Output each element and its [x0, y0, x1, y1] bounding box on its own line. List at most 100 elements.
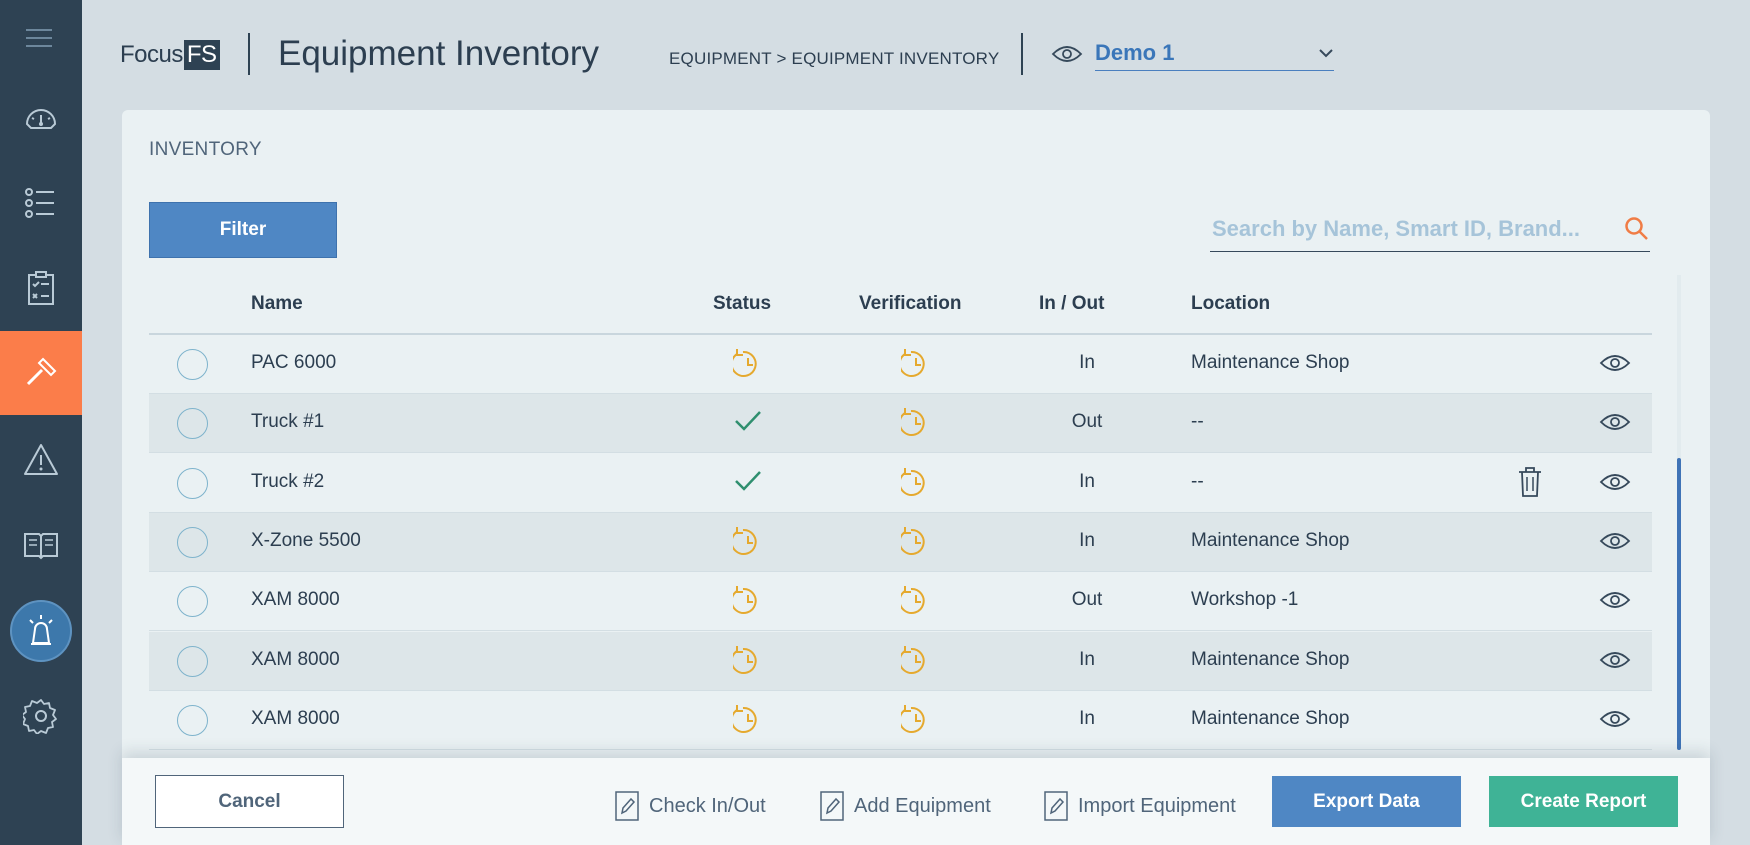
location-value: Maintenance Shop [1191, 352, 1350, 373]
import-equipment-label: Import Equipment [1078, 794, 1236, 817]
filter-button[interactable]: Filter [149, 202, 337, 258]
sidebar-item-settings[interactable] [0, 674, 82, 758]
search-input[interactable]: Search by Name, Smart ID, Brand... [1212, 215, 1581, 241]
inout-value: Out [1071, 589, 1103, 611]
table-row[interactable]: XAM 8000 In Maintenance Shop [149, 690, 1652, 750]
checklist-icon [28, 271, 54, 305]
header-divider [248, 33, 250, 75]
table-row[interactable]: X-Zone 5500 In Maintenance Shop [149, 512, 1652, 572]
sidebar-item-checklist[interactable] [0, 246, 82, 330]
equipment-name[interactable]: Truck #2 [251, 470, 325, 492]
chevron-down-icon [1319, 49, 1333, 58]
add-equipment-label: Add Equipment [854, 794, 991, 817]
table-row[interactable]: Truck #1 Out -- [149, 394, 1652, 454]
equipment-name[interactable]: XAM 8000 [251, 589, 340, 611]
table-row[interactable]: PAC 6000 In Maintenance Shop [149, 335, 1652, 394]
location-value: -- [1191, 411, 1204, 433]
edit-icon [615, 791, 639, 821]
scrollbar-thumb[interactable] [1677, 458, 1681, 750]
equipment-name[interactable]: X-Zone 5500 [251, 529, 361, 551]
row-select-radio[interactable] [177, 645, 208, 677]
alert-button[interactable] [10, 600, 72, 662]
search-icon[interactable] [1624, 216, 1650, 242]
pending-clock-icon [730, 703, 763, 742]
table-row[interactable]: Truck #2 In -- [149, 453, 1652, 513]
location-value: Workshop -1 [1191, 589, 1299, 611]
book-icon [24, 533, 58, 560]
alarm-icon [29, 615, 53, 645]
sidebar-item-library[interactable] [0, 502, 82, 586]
edit-icon [820, 791, 844, 821]
row-select-radio[interactable] [177, 349, 208, 380]
column-header-inout[interactable]: In / Out [1039, 293, 1105, 314]
warning-icon [24, 444, 58, 475]
sidebar [0, 0, 82, 845]
eye-icon [1051, 46, 1083, 62]
table-row[interactable]: XAM 8000 Out Workshop -1 [149, 572, 1652, 632]
breadcrumb[interactable]: EQUIPMENT > EQUIPMENT INVENTORY [669, 49, 1000, 68]
row-select-radio[interactable] [177, 526, 208, 558]
sidebar-item-alerts[interactable] [0, 589, 82, 673]
import-equipment-button[interactable]: Import Equipment [1044, 791, 1236, 821]
pending-clock-icon [898, 584, 931, 623]
view-eye-icon[interactable] [1599, 472, 1631, 497]
inout-value: In [1079, 648, 1095, 670]
table-row[interactable]: XAM 8000 In Maintenance Shop [149, 631, 1652, 691]
view-eye-icon[interactable] [1599, 353, 1631, 378]
table-header: Name Status Verification In / Out Locati… [149, 275, 1652, 335]
view-eye-icon[interactable] [1599, 650, 1631, 675]
sidebar-item-hazards[interactable] [0, 418, 82, 502]
inout-value: In [1079, 529, 1095, 551]
inout-value: In [1079, 707, 1095, 729]
equipment-name[interactable]: XAM 8000 [251, 648, 340, 670]
pending-clock-icon [730, 347, 763, 386]
check-inout-button[interactable]: Check In/Out [615, 791, 766, 821]
add-equipment-button[interactable]: Add Equipment [820, 791, 991, 821]
create-report-button[interactable]: Create Report [1489, 776, 1678, 827]
view-eye-icon[interactable] [1599, 412, 1631, 437]
edit-icon [1044, 791, 1068, 821]
sidebar-item-dashboard[interactable] [0, 76, 82, 160]
sidebar-item-equipment[interactable] [0, 331, 82, 415]
search-field[interactable]: Search by Name, Smart ID, Brand... [1210, 206, 1650, 252]
sidebar-item-list[interactable] [0, 161, 82, 245]
view-selector[interactable]: Demo 1 [1095, 36, 1334, 71]
page-title: Equipment Inventory [278, 34, 600, 73]
location-value: Maintenance Shop [1191, 648, 1350, 670]
location-value: Maintenance Shop [1191, 529, 1350, 551]
column-header-verification[interactable]: Verification [859, 293, 962, 314]
row-select-radio[interactable] [177, 704, 208, 736]
inout-value: Out [1071, 411, 1103, 433]
pending-clock-icon [898, 703, 931, 742]
pending-clock-icon [898, 466, 931, 505]
column-header-location[interactable]: Location [1191, 293, 1271, 314]
dashboard-icon [25, 109, 57, 129]
pending-clock-icon [898, 347, 931, 386]
view-eye-icon[interactable] [1599, 590, 1631, 615]
checkmark-icon [733, 406, 763, 441]
export-data-button[interactable]: Export Data [1272, 776, 1461, 827]
column-header-status[interactable]: Status [713, 293, 772, 314]
menu-icon[interactable] [26, 28, 56, 48]
section-label: INVENTORY [149, 139, 262, 160]
app-logo: Focus FS [120, 38, 220, 72]
logo-text: Focus [120, 41, 183, 68]
view-eye-icon[interactable] [1599, 531, 1631, 556]
pending-clock-icon [730, 525, 763, 564]
location-value: Maintenance Shop [1191, 707, 1350, 729]
pending-clock-icon [898, 525, 931, 564]
cancel-button[interactable]: Cancel [155, 775, 344, 828]
row-select-radio[interactable] [177, 408, 208, 440]
equipment-name[interactable]: XAM 8000 [251, 707, 340, 729]
column-header-name[interactable]: Name [251, 293, 303, 314]
view-eye-icon[interactable] [1599, 709, 1631, 734]
equipment-name[interactable]: PAC 6000 [251, 352, 337, 373]
pending-clock-icon [730, 644, 763, 683]
trash-icon[interactable] [1517, 466, 1543, 503]
hammer-icon [26, 357, 57, 386]
row-select-radio[interactable] [177, 467, 208, 499]
equipment-name[interactable]: Truck #1 [251, 411, 325, 433]
row-select-radio[interactable] [177, 586, 208, 618]
list-icon [25, 188, 54, 218]
logo-box: FS [183, 40, 220, 70]
